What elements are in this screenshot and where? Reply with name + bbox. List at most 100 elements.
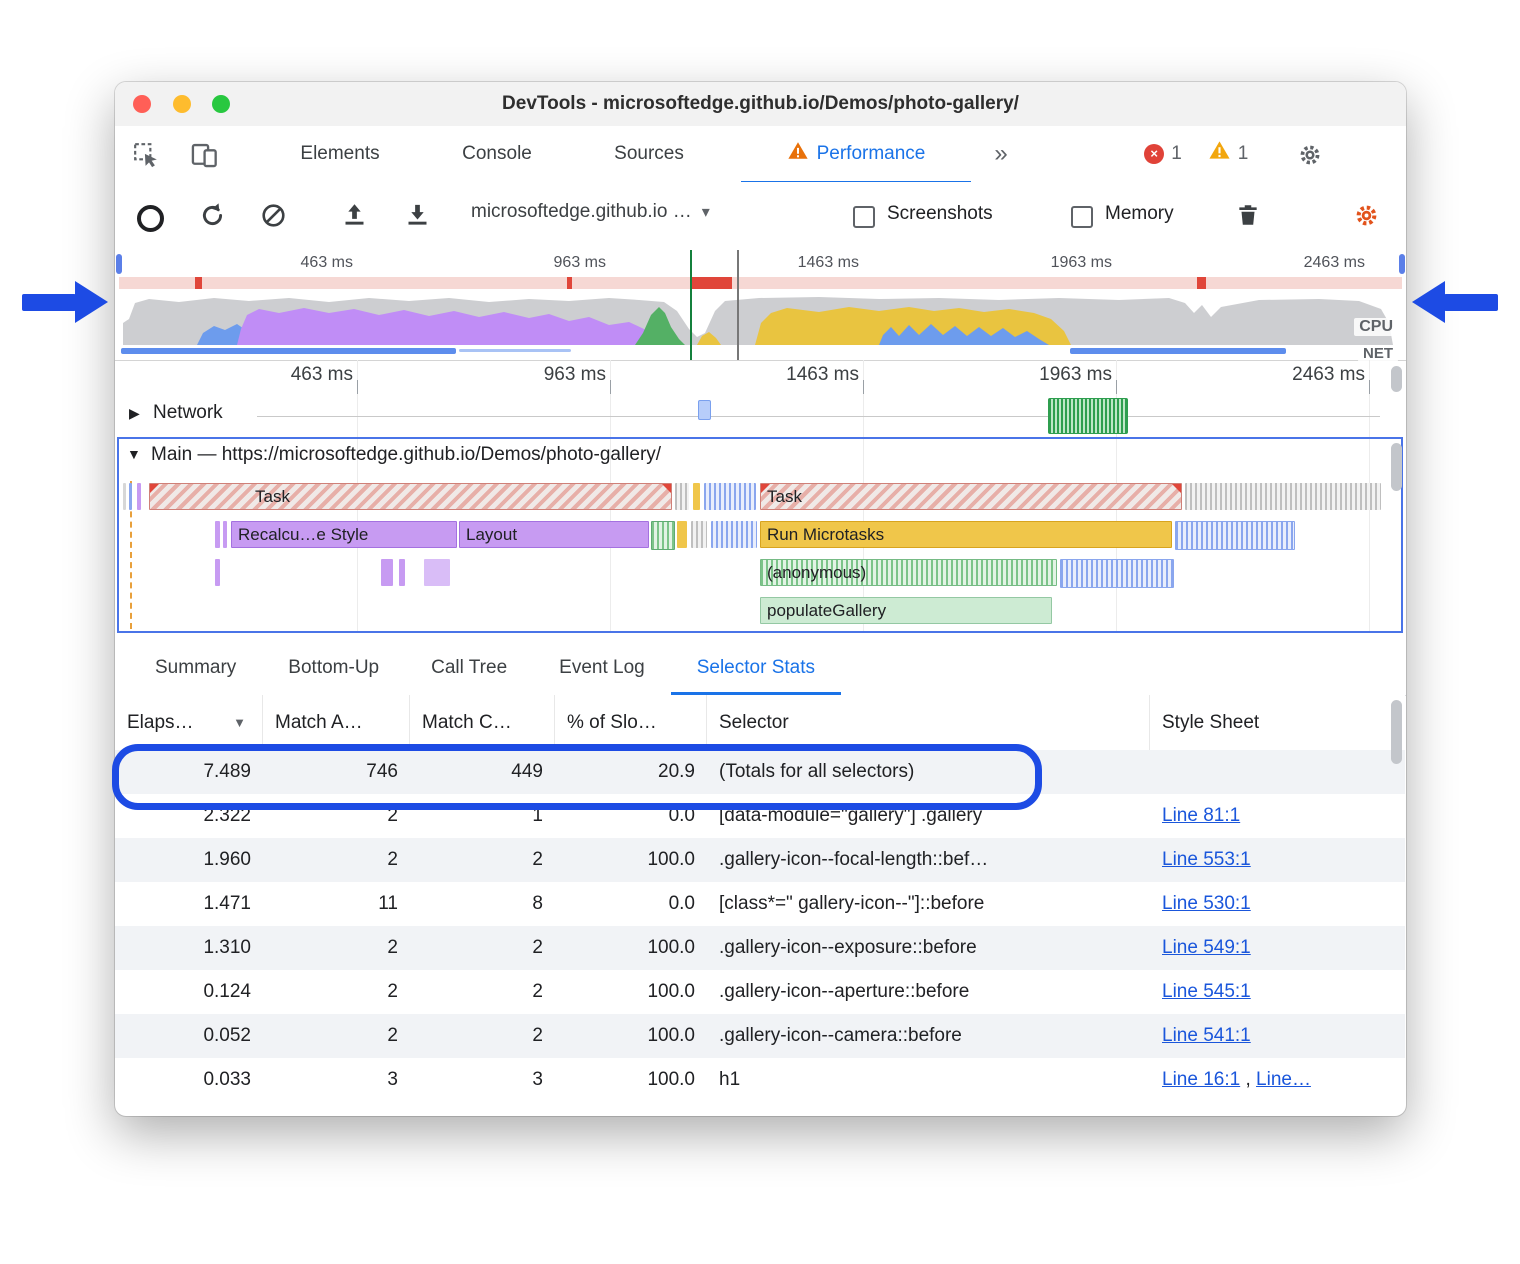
tab-summary[interactable]: Summary [155,656,237,678]
stylesheet-link[interactable]: Line 545:1 [1162,981,1251,1002]
scrollbar-thumb[interactable] [1391,366,1402,392]
tab-console[interactable]: Console [462,142,532,164]
selection-edge-line[interactable] [737,250,739,360]
kebab-menu-icon[interactable] [1363,140,1393,170]
network-track[interactable]: ▶ Network [115,394,1406,437]
table-row[interactable]: 1.471 11 8 0.0 [class*=" gallery-icon--"… [115,882,1405,926]
layout-bar[interactable]: Layout [459,521,649,548]
close-window-button[interactable] [133,95,151,113]
tab-elements[interactable]: Elements [300,142,380,164]
long-task-corner [761,484,770,493]
column-header-match-count[interactable]: Match C… [410,695,555,750]
long-task-corner [662,484,671,493]
stylesheet-link[interactable]: Line 16:1 [1162,1069,1241,1090]
long-task-bar[interactable]: Task [760,483,1182,510]
ruler-time-label: 1963 ms [1039,364,1112,385]
upload-profile-icon[interactable] [341,202,368,234]
screenshots-checkbox[interactable] [853,206,875,228]
inspect-element-icon[interactable] [131,140,161,170]
cpu-label: CPU [1354,318,1398,336]
net-label: NET [1358,345,1398,362]
net-strip [115,345,1406,360]
settings-gear-icon[interactable] [1295,140,1325,170]
more-tabs-button[interactable]: » [994,139,1008,167]
scrollbar-thumb[interactable] [1391,700,1402,764]
overview-time-label: 1463 ms [797,254,859,271]
download-profile-icon[interactable] [404,202,431,234]
stylesheet-link[interactable]: Line 549:1 [1162,937,1251,958]
minimize-window-button[interactable] [173,95,191,113]
cpu-activity-chart [123,297,1393,345]
table-row[interactable]: 2.322 2 1 0.0 [data-module="gallery"] .g… [115,794,1405,838]
table-row[interactable]: 1.960 2 2 100.0 .gallery-icon--focal-len… [115,838,1405,882]
long-task-strip [119,277,1402,289]
tab-bottom-up[interactable]: Bottom-Up [288,656,380,678]
main-expand-icon[interactable]: ▼ [127,446,141,462]
stylesheet-link[interactable]: Line 530:1 [1162,893,1251,914]
stylesheet-link[interactable]: Line 541:1 [1162,1025,1251,1046]
selector-stats-header: Elaps… ▼ Match A… Match C… % of Slo… Sel… [115,695,1405,751]
tab-call-tree[interactable]: Call Tree [431,656,508,678]
memory-checkbox[interactable] [1071,206,1093,228]
warning-icon [1208,139,1231,168]
capture-settings-gear-icon[interactable] [1353,202,1380,234]
timeline-overview[interactable]: 463 ms 963 ms 1463 ms 1963 ms 2463 ms CP… [115,250,1406,362]
tab-sources[interactable]: Sources [614,142,684,164]
sort-desc-icon: ▼ [233,715,246,730]
stylesheet-link[interactable]: Line 553:1 [1162,849,1251,870]
overview-time-label: 1963 ms [1050,254,1112,271]
devtools-tab-bar: Elements Console Sources Performance » ×… [115,126,1406,184]
tab-selector-stats[interactable]: Selector Stats [671,640,841,695]
network-requests-cluster[interactable] [1048,398,1128,434]
network-request-marker[interactable] [698,400,711,420]
marker-dashed-line [130,481,132,629]
overview-time-label: 2463 ms [1303,254,1365,271]
column-header-selector[interactable]: Selector [707,695,1150,750]
timeline-ruler: 463 ms 963 ms 1463 ms 1963 ms 2463 ms [115,360,1406,394]
column-header-match-attempts[interactable]: Match A… [263,695,410,750]
table-row[interactable]: 0.124 2 2 100.0 .gallery-icon--aperture:… [115,970,1405,1014]
device-toolbar-icon[interactable] [189,140,219,170]
error-badge[interactable]: × 1 [1133,126,1193,181]
scrollbar-thumb[interactable] [1391,443,1402,491]
column-header-slow-path[interactable]: % of Slo… [555,695,707,750]
main-track-label: Main — https://microsoftedge.github.io/D… [151,444,662,465]
dropdown-caret-icon: ▾ [701,204,710,221]
column-header-style-sheet[interactable]: Style Sheet [1162,711,1260,733]
column-header-elapsed[interactable]: Elaps… ▼ [115,695,263,750]
playhead-line[interactable] [690,250,692,360]
warning-badge[interactable]: 1 [1197,126,1259,181]
window-titlebar: DevTools - microsoftedge.github.io/Demos… [115,82,1406,127]
long-task-bar[interactable]: Task [149,483,672,510]
clear-recording-button[interactable] [261,203,286,233]
table-row[interactable]: 0.033 3 3 100.0 h1 Line 16:1 , Line… [115,1058,1405,1102]
populate-gallery-bar[interactable]: populateGallery [760,597,1052,624]
overview-time-label: 963 ms [553,254,606,271]
network-collapse-icon[interactable]: ▶ [129,405,140,421]
table-row-totals[interactable]: 7.489 746 449 20.9 (Totals for all selec… [115,750,1405,794]
performance-toolbar: microsoftedge.github.io … ▾ Screenshots … [115,182,1406,251]
reload-and-record-button[interactable] [199,202,226,234]
stylesheet-link[interactable]: Line 81:1 [1162,805,1241,826]
devtools-window: DevTools - microsoftedge.github.io/Demos… [115,82,1406,1116]
table-row[interactable]: 1.310 2 2 100.0 .gallery-icon--exposure:… [115,926,1405,970]
anonymous-function-bar[interactable]: (anonymous) [760,559,1057,586]
history-select[interactable]: microsoftedge.github.io … ▾ [471,201,710,222]
screenshots-label: Screenshots [887,203,993,224]
tab-event-log[interactable]: Event Log [559,656,645,678]
tab-performance[interactable]: Performance [741,126,971,184]
collect-garbage-icon[interactable] [1235,202,1261,233]
ruler-time-label: 963 ms [543,364,606,385]
record-button[interactable] [137,205,164,232]
run-microtasks-bar[interactable]: Run Microtasks [760,521,1172,548]
recalculate-style-bar[interactable]: Recalcu…e Style [231,521,457,548]
main-track[interactable]: ▼ Main — https://microsoftedge.github.io… [117,437,1403,633]
selector-stats-rows: 7.489 746 449 20.9 (Totals for all selec… [115,750,1405,1102]
stylesheet-link[interactable]: Line… [1256,1069,1311,1090]
overview-right-handle[interactable] [1399,254,1405,274]
zoom-window-button[interactable] [212,95,230,113]
table-row[interactable]: 0.052 2 2 100.0 .gallery-icon--camera::b… [115,1014,1405,1058]
ruler-time-label: 463 ms [290,364,353,385]
network-track-label: Network [153,402,223,423]
overview-left-handle[interactable] [116,254,122,274]
